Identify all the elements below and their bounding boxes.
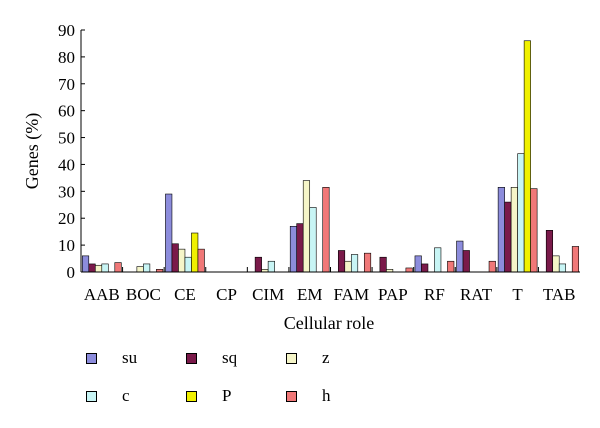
x-ticks: AAB BOC CE CP CIM EM FAM PAP RF RAT T TAB: [84, 267, 576, 304]
y-tick-label: 80: [58, 48, 75, 67]
legend-item-su: su: [86, 348, 137, 368]
bar-t-sq: [504, 201, 512, 273]
bar-ce-p: [191, 232, 199, 273]
legend-label-su: su: [122, 348, 138, 367]
legend-item-p: P: [186, 386, 231, 406]
legend-item-z: z: [286, 348, 330, 368]
bar-t-z: [510, 187, 518, 273]
x-tick-label: RF: [424, 285, 445, 304]
legend: su sq z c P h: [80, 342, 580, 422]
legend-label-p: P: [222, 386, 232, 405]
plot-area: [81, 40, 580, 273]
bar-t-c: [517, 153, 525, 273]
y-tick-label: 60: [58, 102, 75, 121]
bar-em-c: [309, 207, 317, 273]
x-tick-label: PAP: [378, 285, 408, 304]
x-tick-label: AAB: [84, 285, 120, 304]
legend-swatch-h: [286, 390, 297, 402]
legend-swatch-su: [86, 352, 97, 364]
legend-swatch-sq: [186, 352, 197, 364]
bar-rf-h: [447, 260, 455, 273]
bar-aab-sq: [88, 263, 96, 273]
bar-pap-h: [405, 267, 413, 273]
y-tick-label: 90: [58, 21, 75, 40]
legend-label-c: c: [122, 386, 130, 405]
y-tick-label: 70: [58, 75, 75, 94]
bar-t-h: [530, 188, 538, 273]
bar-fam-h: [363, 252, 372, 273]
bar-rat-sq: [462, 250, 470, 273]
bar-t-su: [497, 187, 505, 273]
bar-fam-z: [344, 260, 352, 273]
bar-fam-sq: [337, 250, 346, 273]
bar-ce-sq: [171, 243, 179, 273]
bar-em-su: [289, 225, 298, 273]
bar-boc-c: [143, 263, 151, 273]
bar-tab-sq: [545, 230, 554, 273]
y-tick-label: 0: [67, 263, 76, 282]
legend-swatch-p: [186, 390, 197, 402]
legend-swatch-c: [86, 390, 97, 402]
y-tick-label: 10: [58, 236, 75, 255]
bar-ce-z: [178, 248, 186, 273]
y-tick-label: 30: [58, 182, 75, 201]
y-axis-label: Genes (%): [22, 113, 43, 189]
bar-rf-sq: [421, 263, 429, 273]
bar-rf-su: [414, 255, 422, 273]
x-tick-label: EM: [297, 285, 323, 304]
legend-label-sq: sq: [222, 348, 238, 367]
x-tick-label: T: [512, 285, 523, 304]
legend-label-h: h: [322, 386, 331, 405]
y-tick-label: 20: [58, 209, 75, 228]
bar-aab-z: [94, 264, 103, 273]
bar-rat-su: [456, 240, 464, 273]
x-tick-label: FAM: [333, 285, 369, 304]
x-tick-label: TAB: [543, 285, 576, 304]
legend-item-sq: sq: [186, 348, 237, 368]
bar-aab-h: [114, 262, 122, 273]
bar-tab-c: [558, 263, 567, 273]
x-axis-label: Cellular role: [284, 313, 374, 333]
bar-tab-z: [552, 255, 560, 273]
legend-item-h: h: [286, 386, 331, 406]
bar-em-sq: [296, 223, 304, 273]
bar-t-p: [523, 40, 531, 273]
legend-swatch-z: [286, 352, 297, 364]
bar-em-h: [322, 187, 330, 273]
bar-aab-su: [81, 255, 90, 273]
bar-rf-c: [434, 247, 442, 273]
bar-tab-h: [571, 246, 580, 273]
y-ticks: 0 10 20 30 40 50 60 70 80 90: [58, 21, 85, 282]
x-tick-label: RAT: [460, 285, 493, 304]
y-tick-label: 50: [58, 129, 75, 148]
bar-ce-h: [197, 248, 205, 273]
legend-item-c: c: [86, 386, 130, 406]
bar-ce-c: [184, 256, 192, 273]
bar-cim-c: [267, 260, 275, 273]
legend-label-z: z: [322, 348, 330, 367]
y-tick-label: 40: [58, 155, 75, 174]
x-tick-label: CE: [174, 285, 196, 304]
bar-boc-z: [136, 266, 144, 273]
bar-rat-h: [488, 260, 496, 273]
bar-aab-c: [101, 263, 109, 273]
bar-cim-sq: [254, 256, 262, 273]
bar-fam-c: [350, 254, 359, 273]
x-tick-label: BOC: [126, 285, 161, 304]
bar-pap-sq: [379, 256, 387, 273]
bar-ce-su: [165, 193, 173, 273]
x-tick-label: CIM: [252, 285, 284, 304]
bar-em-z: [302, 180, 311, 273]
x-tick-label: CP: [216, 285, 237, 304]
